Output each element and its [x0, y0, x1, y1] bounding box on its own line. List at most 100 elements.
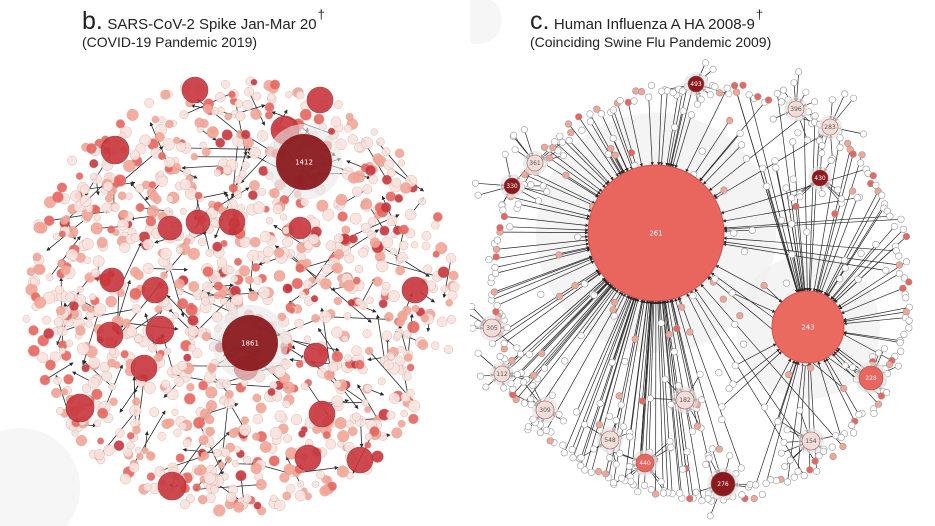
node-medium [181, 76, 209, 104]
node [298, 291, 306, 299]
node [765, 96, 773, 104]
node [52, 191, 64, 203]
node [759, 164, 767, 172]
node [119, 209, 128, 219]
edge [827, 207, 885, 298]
edge [671, 87, 694, 168]
node [228, 90, 236, 99]
node [81, 304, 89, 312]
node [367, 217, 377, 226]
node [158, 116, 166, 124]
node [841, 264, 849, 272]
node [160, 89, 171, 100]
node [581, 421, 589, 429]
node [327, 127, 336, 136]
node [762, 479, 770, 487]
node [249, 236, 261, 248]
node [405, 208, 417, 221]
node [850, 94, 858, 102]
edge [512, 283, 612, 395]
node [250, 78, 258, 86]
node [777, 98, 786, 106]
node [166, 195, 174, 203]
node [148, 180, 157, 189]
node [129, 404, 142, 417]
edge [578, 116, 619, 177]
node [142, 238, 154, 250]
edge [496, 260, 595, 306]
node [869, 172, 877, 180]
node [781, 463, 789, 471]
node [895, 270, 904, 278]
node [408, 400, 421, 413]
node [638, 397, 646, 405]
node [242, 99, 253, 111]
node [282, 400, 291, 409]
panels.c.hub_labels.16: 228 [865, 375, 877, 382]
node [177, 298, 189, 310]
panel-b-network: 1412 1861 [22, 76, 460, 517]
node [568, 446, 576, 454]
node [387, 353, 395, 361]
node [626, 433, 634, 441]
node [540, 364, 549, 372]
edge [634, 299, 645, 340]
node [135, 143, 147, 155]
node [382, 281, 391, 291]
panel-b-title: b. SARS-CoV-2 Spike Jan-Mar 20† (COVID-1… [82, 8, 325, 50]
node [247, 190, 258, 201]
node [93, 303, 106, 316]
edge [702, 144, 742, 185]
node [551, 138, 559, 146]
node [92, 205, 101, 214]
node [252, 201, 266, 214]
node-medium [306, 86, 334, 114]
node [693, 100, 701, 108]
edge [777, 360, 798, 422]
node [400, 409, 408, 418]
node [384, 311, 394, 322]
node [829, 452, 837, 461]
node [344, 354, 352, 363]
edge [722, 196, 860, 223]
node [362, 184, 373, 195]
node [772, 477, 781, 485]
node [760, 281, 768, 290]
node [109, 397, 118, 406]
panels.c.hub_labels.3: 396 [790, 106, 802, 113]
node [398, 224, 409, 235]
node [28, 325, 39, 336]
node [364, 433, 373, 441]
node [268, 455, 280, 467]
node [407, 320, 420, 334]
node [282, 226, 290, 235]
cluster-hub [535, 400, 555, 420]
node [391, 177, 402, 188]
node [788, 220, 796, 228]
edge [515, 284, 613, 400]
node [572, 408, 581, 416]
node [393, 331, 402, 340]
node [709, 65, 717, 73]
edge [640, 300, 654, 464]
node [586, 118, 594, 126]
cluster-hub [635, 453, 655, 473]
node [576, 462, 585, 470]
node [590, 445, 598, 453]
node [381, 330, 393, 341]
panels.c.hub_labels.4: 283 [824, 124, 836, 131]
node [796, 193, 804, 201]
node [185, 494, 195, 503]
node [754, 93, 762, 101]
node [902, 258, 911, 266]
edge [837, 127, 864, 135]
node [447, 290, 458, 301]
node [172, 312, 180, 320]
node [134, 334, 143, 343]
edge [774, 160, 803, 293]
node [135, 202, 145, 212]
edge [692, 120, 730, 177]
edge [598, 297, 638, 425]
edge [700, 283, 844, 447]
node [135, 184, 144, 194]
